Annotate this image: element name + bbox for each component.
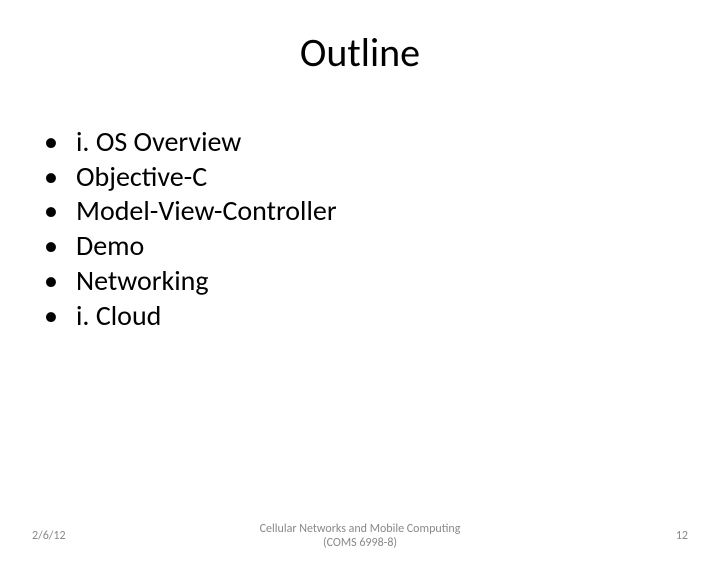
footer-course-name: Cellular Networks and Mobile Computing [112,522,608,536]
list-item: Demo [44,229,720,264]
list-item: Networking [44,264,720,299]
slide-title: Outline [0,28,720,77]
footer-date: 2/6/12 [32,529,112,543]
footer-center: Cellular Networks and Mobile Computing (… [112,522,608,550]
list-item: Model-View-Controller [44,194,720,229]
list-item: i. OS Overview [44,125,720,160]
list-item: Objective-C [44,160,720,195]
footer-page-number: 12 [608,529,688,543]
bullet-list: i. OS Overview Objective-C Model-View-Co… [44,125,720,333]
slide-footer: 2/6/12 Cellular Networks and Mobile Comp… [0,522,720,550]
footer-course-code: (COMS 6998-8) [112,536,608,550]
list-item: i. Cloud [44,299,720,334]
